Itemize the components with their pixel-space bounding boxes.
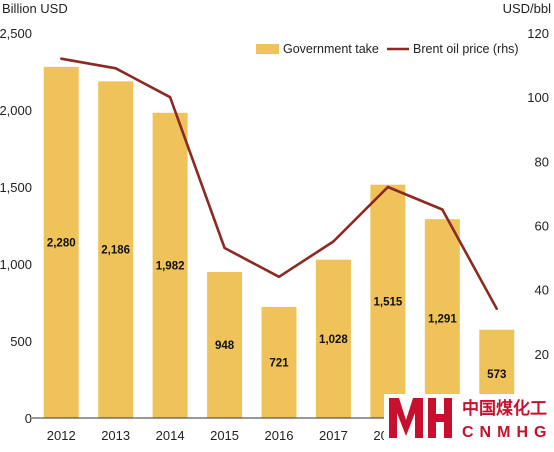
bar-value-label: 948 — [215, 340, 235, 352]
bar-government-take-2012 — [43, 66, 79, 418]
x-tick-label: 2013 — [101, 428, 130, 443]
bar-value-label: 1,291 — [428, 314, 457, 326]
left-y-tick-label: 2,000 — [0, 103, 32, 118]
bar-government-take-2017 — [315, 259, 351, 418]
watermark-mh-glyph — [389, 398, 452, 438]
legend-swatch-government-take — [256, 44, 279, 54]
bar-value-label: 1,028 — [319, 334, 348, 346]
watermark-text-backdrop — [456, 394, 554, 441]
right-y-tick-label: 20 — [535, 347, 549, 362]
left-axis-title: Billion USD — [2, 1, 68, 16]
bar-value-label: 1,982 — [156, 260, 185, 272]
point-brent-oil-price-2014 — [168, 95, 172, 99]
bar-value-label: 1,515 — [373, 296, 402, 308]
bar-value-label: 721 — [269, 357, 289, 369]
right-y-tick-label: 100 — [527, 90, 549, 105]
legend-label-government-take: Government take — [283, 42, 379, 56]
point-brent-oil-price-2016 — [277, 275, 281, 279]
x-tick-label: 2014 — [156, 428, 185, 443]
watermark-en-text: CNMHG — [462, 424, 552, 441]
left-y-tick-label: 2,500 — [0, 26, 32, 41]
bar-value-label: 2,280 — [47, 237, 76, 249]
right-y-tick-label: 40 — [535, 283, 549, 298]
point-brent-oil-price-2017 — [332, 240, 335, 243]
point-brent-oil-price-2012 — [60, 57, 63, 60]
bar-value-label: 573 — [487, 369, 506, 381]
bar-value-label: 2,186 — [101, 245, 130, 257]
right-y-tick-label: 60 — [535, 219, 549, 234]
bar-government-take-2013 — [98, 81, 134, 418]
x-tick-label: 2015 — [210, 428, 239, 443]
left-y-tick-label: 1,500 — [0, 180, 32, 195]
watermark-logo: 中国煤化工 CNMHG — [384, 394, 554, 441]
bar-government-take-2019 — [424, 219, 460, 418]
point-brent-oil-price-2015 — [223, 246, 226, 250]
bar-government-take-2015 — [207, 272, 243, 418]
price-line-layer — [60, 57, 498, 311]
left-y-tick-label: 0 — [25, 411, 32, 426]
chart-legend: Government take Brent oil price (rhs) — [256, 42, 519, 56]
left-y-tick-label: 500 — [10, 334, 32, 349]
point-brent-oil-price-2019 — [441, 208, 444, 211]
left-y-tick-label: 1,000 — [0, 257, 32, 272]
right-axis-title: USD/bbl — [503, 1, 552, 16]
watermark-cn-text: 中国煤化工 — [462, 398, 547, 418]
point-brent-oil-price-2020 — [495, 307, 498, 311]
x-tick-label: 2012 — [47, 428, 76, 443]
x-tick-label: 2017 — [319, 428, 348, 443]
right-y-tick-label: 120 — [527, 26, 549, 41]
legend-label-brent-oil-price: Brent oil price (rhs) — [413, 42, 519, 56]
bar-labels-layer: 2,280 2,186 1,982 948 721 1,028 1,515 1,291 573 — [47, 237, 507, 380]
bar-government-take-2014 — [152, 112, 188, 418]
point-brent-oil-price-2018 — [386, 185, 390, 189]
x-tick-label: 2016 — [265, 428, 294, 443]
bar-government-take-2016 — [261, 306, 297, 418]
bar-government-take-2018 — [370, 184, 406, 418]
bars-layer — [43, 66, 515, 418]
right-y-tick-label: 80 — [535, 154, 549, 169]
point-brent-oil-price-2013 — [114, 67, 117, 70]
